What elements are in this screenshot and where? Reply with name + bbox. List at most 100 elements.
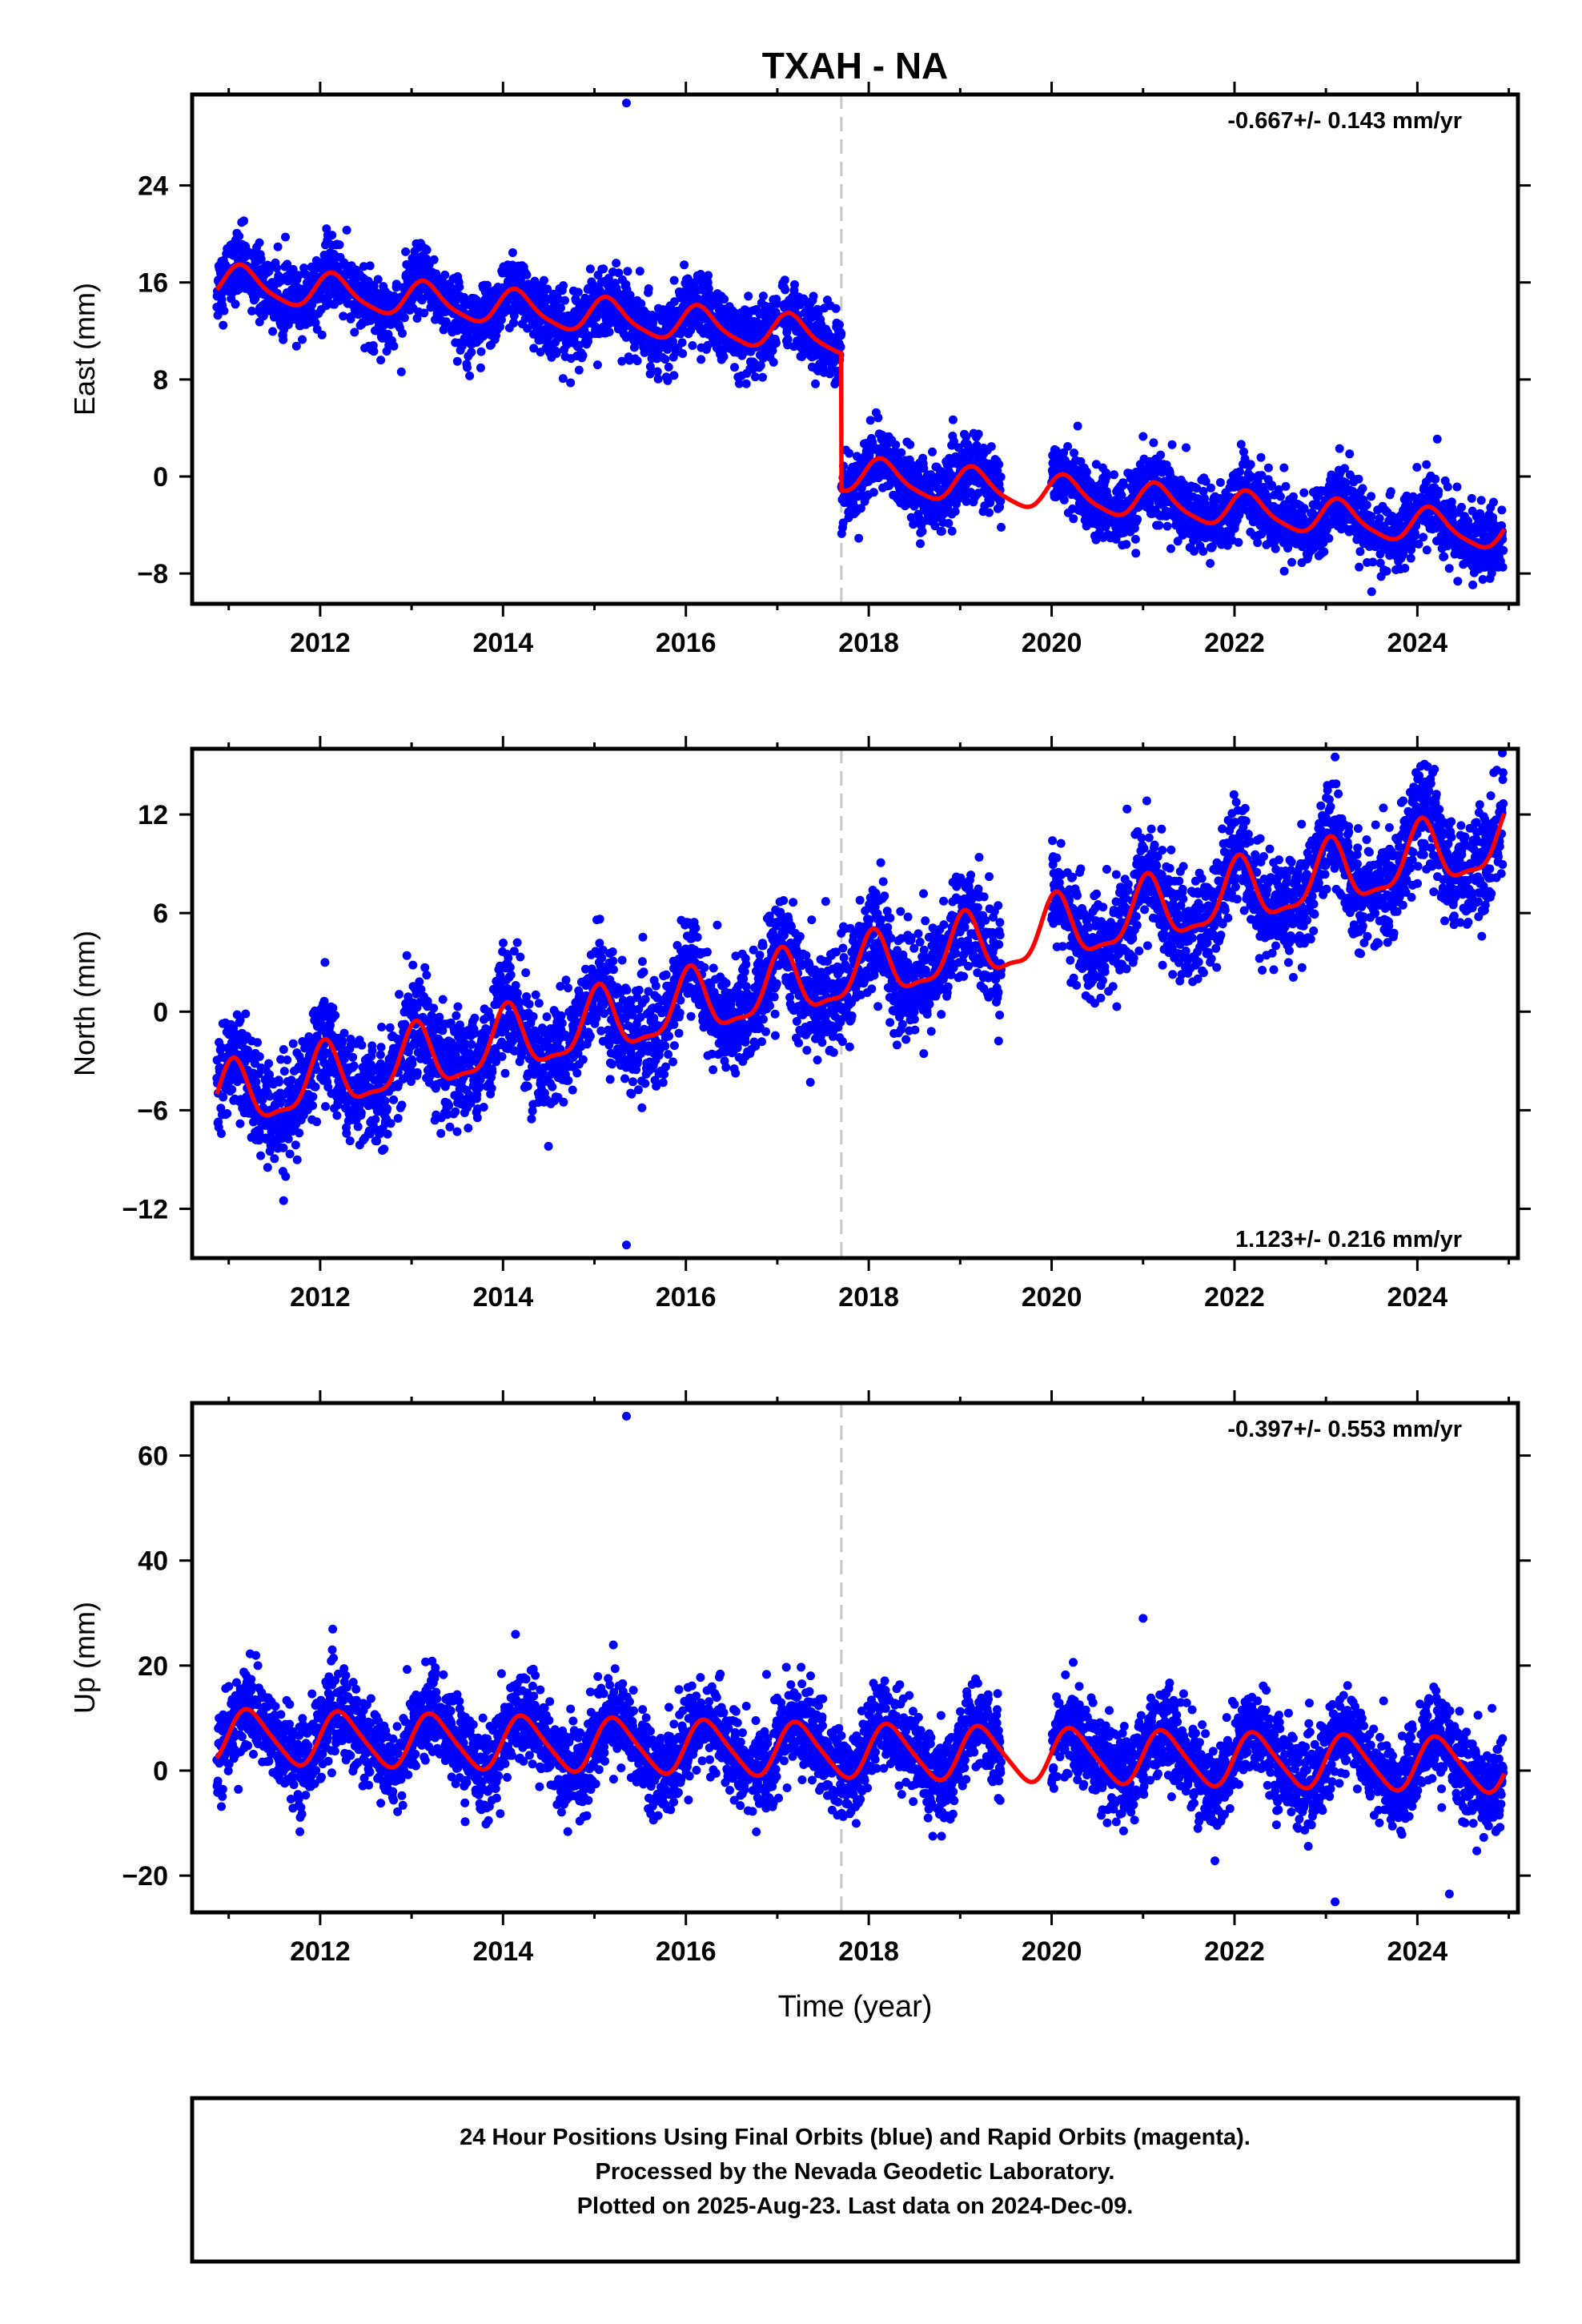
x-tick-label: 2020 (1022, 628, 1082, 658)
data-point (281, 232, 290, 242)
data-point (809, 292, 818, 301)
data-point (1118, 480, 1128, 490)
data-point (496, 322, 504, 332)
data-point (916, 539, 925, 549)
data-point (873, 413, 883, 423)
data-point (255, 1051, 264, 1061)
data-point (255, 238, 264, 247)
data-point (295, 1128, 304, 1138)
data-point (669, 275, 679, 285)
data-point (985, 508, 994, 517)
data-points (212, 99, 1508, 597)
data-point (905, 440, 915, 449)
data-point (552, 348, 561, 358)
data-point (268, 327, 278, 336)
data-point (239, 216, 249, 226)
data-point (241, 1009, 251, 1019)
y-tick-label: −8 (137, 559, 168, 589)
data-point (688, 341, 697, 350)
data-point (543, 284, 552, 294)
data-point (1375, 513, 1384, 523)
data-point (865, 416, 875, 425)
data-point (263, 1163, 272, 1172)
data-point (1412, 463, 1422, 472)
data-point (429, 255, 439, 264)
data-point (1382, 566, 1391, 576)
data-point (247, 306, 257, 316)
data-point (704, 271, 713, 280)
data-point (612, 259, 621, 268)
data-point (476, 347, 486, 356)
data-point (1167, 440, 1177, 449)
data-point (783, 335, 793, 344)
data-point (1122, 540, 1131, 549)
data-point (1166, 544, 1175, 553)
data-point (1324, 533, 1334, 543)
data-point (1206, 559, 1215, 568)
data-point (1162, 521, 1172, 531)
data-point (291, 341, 301, 351)
data-point (625, 291, 635, 300)
data-point (279, 1067, 289, 1076)
data-point (950, 507, 960, 517)
data-point (256, 255, 266, 263)
data-point (281, 1172, 291, 1181)
data-point (1256, 452, 1266, 462)
figure-title: TXAH - NA (762, 45, 949, 86)
data-point (283, 1134, 293, 1144)
outlier-point (1138, 432, 1148, 441)
data-point (398, 328, 407, 338)
data-point (781, 285, 790, 295)
data-point (944, 519, 954, 528)
velocity-annotation: -0.667+/- 0.143 mm/yr (1227, 108, 1462, 134)
data-point (1497, 505, 1507, 515)
data-point (273, 242, 283, 251)
data-point (476, 363, 485, 372)
data-point (1154, 521, 1164, 530)
data-point (664, 362, 673, 372)
data-point (1275, 492, 1285, 501)
data-point (270, 1154, 279, 1164)
data-point (320, 958, 330, 967)
data-point (623, 267, 632, 276)
x-tick-label: 2012 (290, 628, 351, 658)
data-point (585, 264, 595, 274)
east-panel: 2012 2014 2016 2018 2020 2022 2024−8081624East… (68, 82, 1531, 658)
data-point (1287, 557, 1296, 567)
data-point (680, 260, 689, 270)
data-point (308, 1092, 318, 1101)
data-point (223, 1109, 232, 1118)
data-point (509, 318, 519, 328)
data-point (573, 287, 583, 297)
data-point (256, 1151, 266, 1160)
data-point (274, 1077, 283, 1087)
data-point (645, 369, 655, 379)
data-point (1453, 577, 1463, 586)
data-point (790, 279, 799, 289)
data-point (635, 267, 644, 276)
data-point (227, 1085, 237, 1094)
data-point (452, 356, 462, 366)
data-point (264, 1059, 274, 1068)
data-point (1411, 531, 1420, 541)
x-tick-label: 2014 (472, 628, 533, 658)
data-point (376, 356, 386, 365)
data-point (780, 275, 789, 285)
data-point (440, 270, 450, 279)
data-point (629, 343, 639, 352)
data-point (1246, 460, 1255, 469)
data-point (465, 371, 475, 380)
data-point (1063, 442, 1073, 451)
data-point (1476, 496, 1486, 505)
data-point (1199, 547, 1208, 556)
data-point (566, 378, 576, 388)
data-point (559, 281, 568, 291)
data-point (467, 348, 476, 357)
data-point (1207, 483, 1215, 493)
data-point (669, 371, 679, 380)
data-point (632, 356, 642, 366)
data-point (996, 472, 1006, 482)
x-tick-label: 2018 (838, 628, 899, 658)
